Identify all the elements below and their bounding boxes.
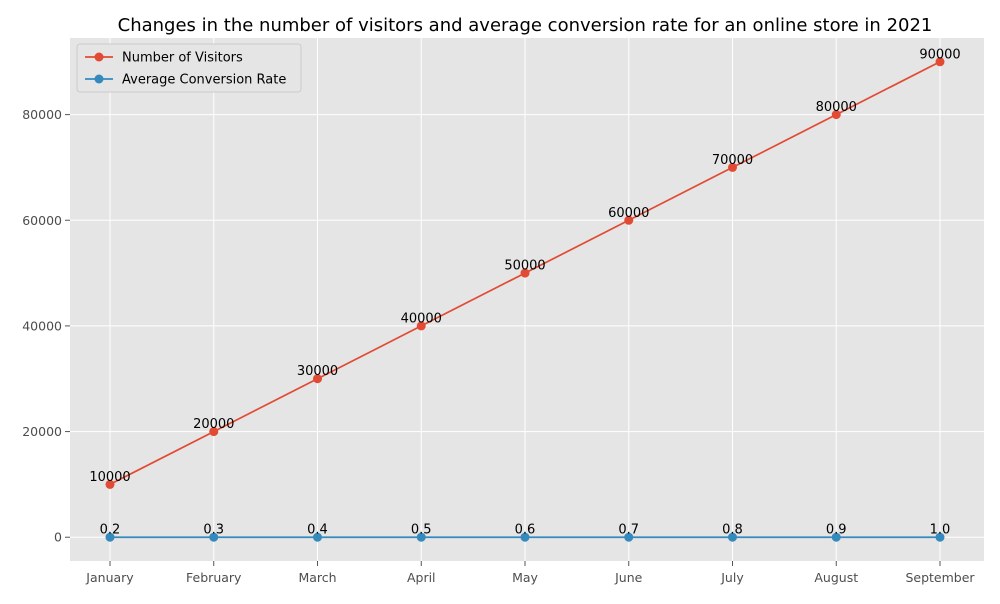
data-label-visitors: 90000 (919, 47, 960, 62)
data-label-visitors: 10000 (89, 470, 130, 485)
y-tick-label: 80000 (22, 107, 62, 122)
legend-label-visitors: Number of Visitors (122, 51, 243, 66)
x-tick-label: August (814, 570, 858, 585)
data-label-conversion: 0.7 (618, 523, 639, 538)
data-label-conversion: 0.2 (100, 523, 121, 538)
data-label-visitors: 20000 (193, 417, 234, 432)
y-tick-label: 0 (54, 530, 62, 545)
data-label-conversion: 0.4 (307, 523, 328, 538)
data-label-visitors: 40000 (401, 311, 442, 326)
chart-title: Changes in the number of visitors and av… (118, 15, 933, 36)
x-tick-label: September (905, 570, 975, 585)
x-tick-label: March (298, 570, 336, 585)
data-label-conversion: 0.8 (722, 523, 743, 538)
data-label-visitors: 30000 (297, 364, 338, 379)
x-tick-label: January (85, 570, 134, 585)
legend-label-conversion: Average Conversion Rate (122, 73, 286, 88)
data-label-conversion: 0.5 (411, 523, 432, 538)
x-tick-label: May (512, 570, 538, 585)
legend-marker-visitors (95, 53, 104, 62)
legend: Number of Visitors Average Conversion Ra… (77, 44, 301, 92)
x-tick-label: April (407, 570, 436, 585)
y-tick-label: 60000 (22, 213, 62, 228)
data-label-conversion: 0.6 (515, 523, 536, 538)
data-label-visitors: 60000 (608, 206, 649, 221)
plot-area (70, 38, 984, 561)
y-tick-label: 20000 (22, 424, 62, 439)
data-label-conversion: 1.0 (930, 523, 951, 538)
legend-marker-conversion (95, 75, 104, 84)
x-tick-label: February (186, 570, 242, 585)
data-label-visitors: 50000 (504, 259, 545, 274)
x-tick-label: June (614, 570, 643, 585)
y-tick-label: 40000 (22, 318, 62, 333)
x-tick-label: July (720, 570, 744, 585)
data-label-conversion: 0.9 (826, 523, 847, 538)
data-label-visitors: 70000 (712, 153, 753, 168)
data-label-visitors: 80000 (816, 100, 857, 115)
data-label-conversion: 0.3 (203, 523, 224, 538)
